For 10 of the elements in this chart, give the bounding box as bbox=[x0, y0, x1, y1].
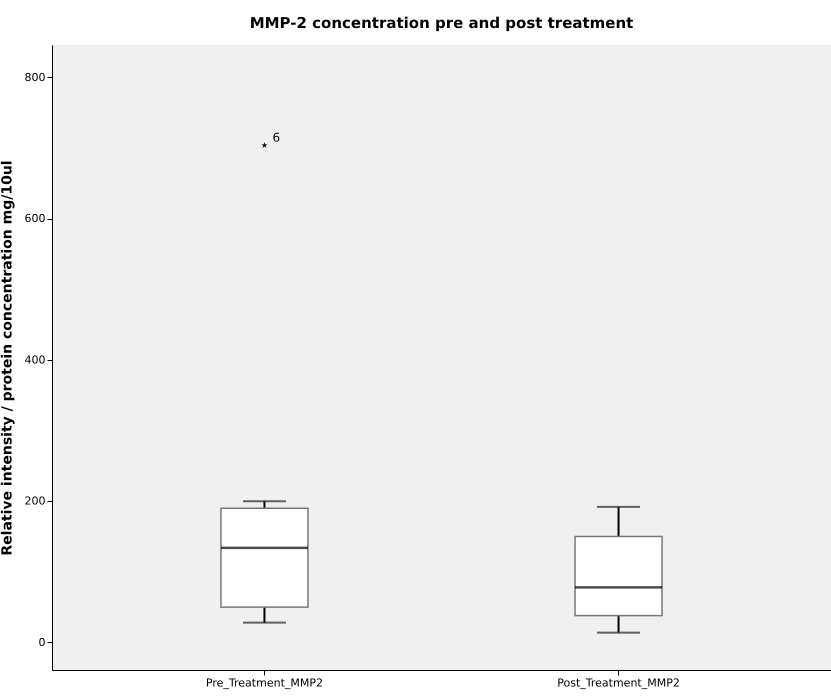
x-tick-label: Pre_Treatment_MMP2 bbox=[206, 676, 323, 690]
y-tick-label: 0 bbox=[38, 636, 46, 649]
y-tick-label: 800 bbox=[24, 70, 46, 84]
y-tick-label: 400 bbox=[24, 353, 46, 366]
x-tick-label: Post_Treatment_MMP2 bbox=[557, 676, 680, 690]
y-tick-label: 200 bbox=[24, 494, 46, 508]
chart-title: MMP-2 concentration pre and post treatment bbox=[250, 14, 634, 32]
annotation: 6 bbox=[272, 130, 280, 144]
y-tick-label: 600 bbox=[24, 212, 46, 226]
y-axis-title: Relative intensity / protein concentration mg/10ul bbox=[0, 160, 16, 556]
